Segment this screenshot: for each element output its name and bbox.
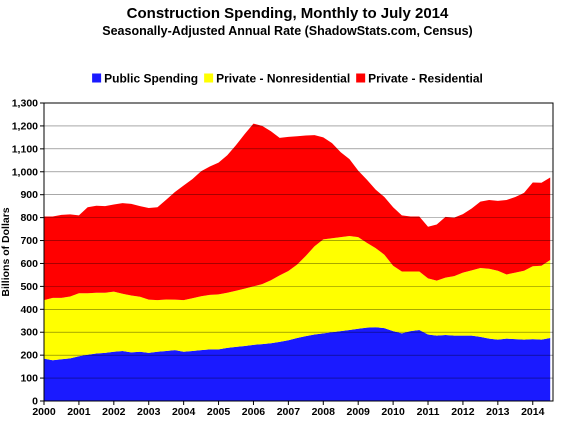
y-tick-label: 1,200 [12, 120, 38, 132]
x-tick-label: 2000 [32, 406, 56, 418]
area-public [44, 327, 551, 401]
y-tick-label: 700 [20, 235, 38, 247]
y-tick-label: 100 [20, 373, 38, 385]
chart-subtitle: Seasonally-Adjusted Annual Rate (ShadowS… [102, 24, 472, 38]
y-tick-label: 800 [20, 212, 38, 224]
chart-title: Construction Spending, Monthly to July 2… [127, 5, 449, 22]
plot-frame [43, 102, 554, 402]
legend-item-residential: Private - Residential [356, 72, 483, 86]
y-tick-label: 1,100 [12, 143, 38, 155]
area-residential [44, 123, 551, 301]
x-axis: 2000 2001 2002 2003 2004 2005 2006 2007 2008 2009… [32, 401, 545, 418]
x-tick-label: 2006 [242, 406, 266, 418]
x-tick-label: 2010 [381, 406, 405, 418]
y-tick-label: 900 [20, 189, 38, 201]
y-tick-label: 0 [32, 396, 38, 408]
area-nonres [44, 235, 551, 361]
grid-lines [44, 102, 553, 379]
y-tick-label: 200 [20, 350, 38, 362]
x-tick-label: 2005 [207, 406, 231, 418]
x-tick-label: 2013 [486, 406, 510, 418]
legend-swatch-residential [356, 73, 366, 83]
x-tick-label: 2007 [277, 406, 301, 418]
y-axis-label: Billions of Dollars [0, 207, 12, 296]
legend-label-public: Public Spending [104, 72, 198, 86]
legend: Public Spending Private - Nonresidential P… [92, 72, 483, 86]
legend-swatch-nonres [204, 73, 214, 83]
x-tick-label: 2009 [347, 406, 371, 418]
x-tick-label: 2012 [451, 406, 475, 418]
legend-label-nonres: Private - Nonresidential [216, 72, 350, 86]
area-series [44, 123, 551, 401]
legend-swatch-public [92, 73, 102, 83]
y-tick-label: 500 [20, 281, 38, 293]
x-tick-label: 2011 [417, 406, 440, 418]
y-tick-label: 1,000 [12, 166, 38, 178]
x-tick-label: 2014 [521, 406, 545, 418]
y-tick-label: 300 [20, 327, 38, 339]
y-tick-label: 400 [20, 304, 38, 316]
legend-item-nonres: Private - Nonresidential [204, 72, 350, 86]
x-tick-label: 2002 [102, 406, 126, 418]
x-tick-label: 2008 [312, 406, 336, 418]
x-tick-label: 2004 [172, 406, 196, 418]
y-tick-label: 1,300 [12, 98, 38, 110]
y-tick-label: 600 [20, 258, 38, 270]
legend-label-residential: Private - Residential [368, 72, 483, 86]
x-tick-label: 2001 [67, 406, 91, 418]
legend-item-public: Public Spending [92, 72, 198, 86]
y-axis: 0 100 200 300 400 500 600 700 800 900 1,000 1,100 1,… [12, 98, 44, 408]
x-tick-label: 2003 [137, 406, 161, 418]
